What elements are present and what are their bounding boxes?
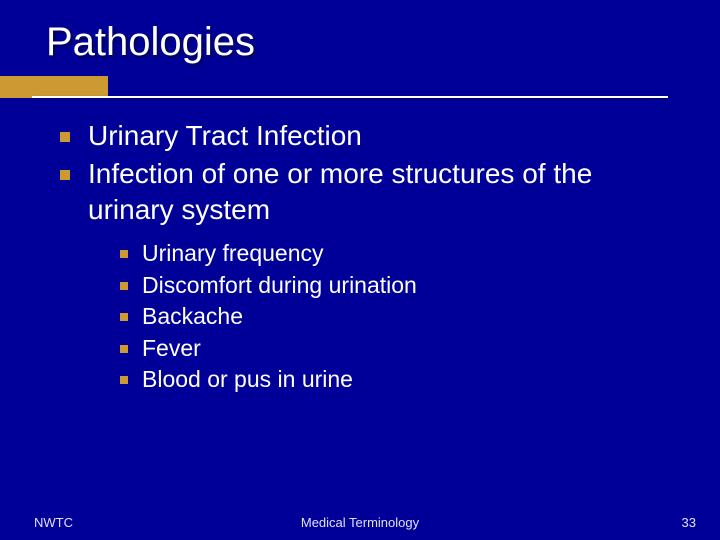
list-item-text: Urinary frequency <box>142 239 324 268</box>
square-bullet-icon <box>60 170 70 180</box>
list-item: Urinary Tract Infection <box>60 118 680 154</box>
list-item-text: Urinary Tract Infection <box>88 118 362 154</box>
list-item: Backache <box>120 302 680 331</box>
slide-body: Urinary Tract Infection Infection of one… <box>60 118 680 397</box>
list-item-text: Fever <box>142 334 201 363</box>
square-bullet-icon <box>120 282 128 290</box>
list-item-text: Backache <box>142 302 243 331</box>
footer-center: Medical Terminology <box>0 515 720 530</box>
square-bullet-icon <box>120 250 128 258</box>
title-underline <box>32 96 668 98</box>
accent-bar <box>0 76 108 98</box>
list-item: Fever <box>120 334 680 363</box>
square-bullet-icon <box>60 132 70 142</box>
slide: Pathologies Urinary Tract Infection Infe… <box>0 0 720 540</box>
square-bullet-icon <box>120 313 128 321</box>
list-item-text: Infection of one or more structures of t… <box>88 156 680 228</box>
list-item: Blood or pus in urine <box>120 365 680 394</box>
sublist: Urinary frequency Discomfort during urin… <box>120 239 680 394</box>
square-bullet-icon <box>120 345 128 353</box>
list-item: Urinary frequency <box>120 239 680 268</box>
list-item-text: Discomfort during urination <box>142 271 417 300</box>
slide-title: Pathologies <box>46 20 720 65</box>
square-bullet-icon <box>120 376 128 384</box>
list-item: Discomfort during urination <box>120 271 680 300</box>
slide-number: 33 <box>682 515 696 530</box>
list-item: Infection of one or more structures of t… <box>60 156 680 228</box>
list-item-text: Blood or pus in urine <box>142 365 353 394</box>
title-area: Pathologies <box>0 0 720 65</box>
